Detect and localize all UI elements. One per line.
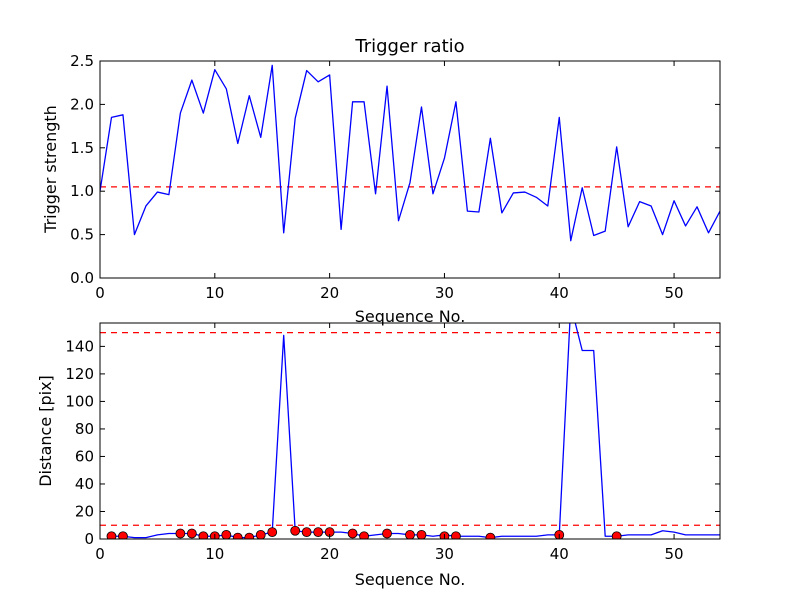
plot-frame <box>99 60 721 279</box>
series-line <box>100 64 720 242</box>
x-tick-label: 30 <box>435 545 454 563</box>
data-point <box>255 529 266 539</box>
y-tick-label: 140 <box>65 337 94 355</box>
y-tick-label: 60 <box>75 447 94 465</box>
data-point <box>611 531 622 539</box>
x-tick-label: 50 <box>665 545 684 563</box>
y-tick-label: 100 <box>65 392 94 410</box>
x-tick-label: 30 <box>435 284 454 302</box>
plot-clip-group <box>100 323 720 539</box>
plot-clip-group <box>100 64 720 242</box>
x-tick-label: 40 <box>550 284 569 302</box>
data-point <box>118 531 128 539</box>
data-point <box>416 529 427 539</box>
data-point <box>221 529 232 539</box>
x-tick-label: 0 <box>95 284 105 302</box>
data-point <box>290 525 301 536</box>
y-tick-label: 0 <box>84 530 94 548</box>
data-point <box>382 528 392 539</box>
data-point <box>232 532 243 539</box>
series-line <box>111 323 720 539</box>
y-tick-label: 40 <box>75 475 94 493</box>
y-tick-label: 2.0 <box>70 95 94 113</box>
x-axis-label: Sequence No. <box>355 570 466 589</box>
data-point <box>451 531 461 539</box>
x-tick-label: 40 <box>550 545 569 563</box>
plot-frame <box>99 322 721 540</box>
y-tick-label: 0.5 <box>70 226 94 244</box>
distance-plot-area: 0 10 20 30 40 50 0 20 40 60 80 100 120 140 <box>65 322 721 563</box>
x-tick-label: 10 <box>205 545 224 563</box>
data-point <box>267 527 278 538</box>
data-point <box>485 532 496 539</box>
x-tick-label: 20 <box>320 545 339 563</box>
trigger-ratio-panel: Trigger ratio 0 10 20 30 40 50 0.0 0.5 1.0 1.5 2.0… <box>41 36 721 326</box>
x-tick-label: 10 <box>205 284 224 302</box>
x-axis-label: Sequence No. <box>355 307 466 326</box>
chart-title: Trigger ratio <box>354 36 464 57</box>
data-point <box>175 528 186 539</box>
data-point <box>359 531 369 539</box>
data-point <box>106 531 117 539</box>
x-tick-label: 50 <box>665 284 684 302</box>
x-tick-label: 20 <box>320 284 339 302</box>
y-axis-label: Trigger strength <box>41 105 60 234</box>
y-tick-label: 0.0 <box>70 269 94 287</box>
y-tick-label: 1.5 <box>70 139 94 157</box>
data-point <box>198 531 209 539</box>
y-tick-label: 20 <box>75 502 94 520</box>
data-point <box>244 532 255 539</box>
distance-panel: 0 10 20 30 40 50 0 20 40 60 80 100 120 140 Sequence N… <box>36 322 721 589</box>
data-point <box>186 528 197 539</box>
y-axis-label: Distance [pix] <box>36 375 55 487</box>
trigger-plot-area: 0 10 20 30 40 50 0.0 0.5 1.0 1.5 2.0 2.5 <box>70 52 721 302</box>
y-tick-label: 120 <box>65 365 94 383</box>
data-point <box>313 527 324 538</box>
y-tick-label: 2.5 <box>70 52 94 70</box>
data-point <box>347 528 358 539</box>
data-point <box>405 529 415 539</box>
y-tick-label: 80 <box>75 420 94 438</box>
data-point <box>301 527 312 538</box>
y-tick-label: 1.0 <box>70 182 94 200</box>
x-tick-label: 0 <box>95 545 105 563</box>
